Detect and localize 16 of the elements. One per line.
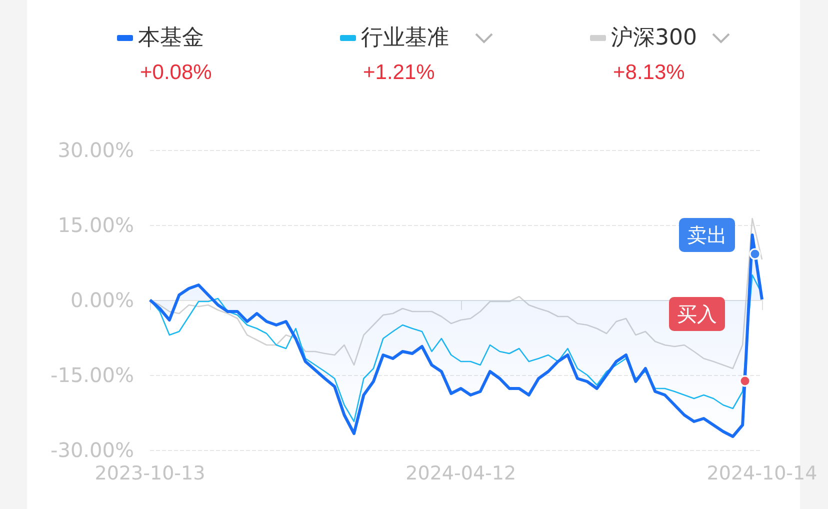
legend-label: 本基金	[138, 26, 204, 50]
text: +0.08%	[140, 61, 212, 84]
text: +8.13%	[613, 61, 685, 84]
y-tick-label: 15.00%	[58, 213, 134, 237]
legend-label: 行业基准	[361, 26, 449, 50]
x-tick-label: 2023-10-13	[94, 462, 206, 484]
legend-label: 沪深300	[611, 26, 697, 50]
y-tick-label: 30.00%	[58, 138, 134, 162]
annotation: 卖出	[679, 218, 736, 252]
text: +1.21%	[363, 61, 435, 84]
annotation: 买入	[668, 297, 725, 332]
y-tick-label: -15.00%	[50, 363, 134, 387]
y-tick-label: 0.00%	[70, 288, 134, 312]
y-tick-label: -30.00%	[50, 438, 134, 462]
x-tick-label: 2024-04-12	[406, 462, 516, 484]
x-tick-label: 2024-10-14	[706, 462, 818, 484]
